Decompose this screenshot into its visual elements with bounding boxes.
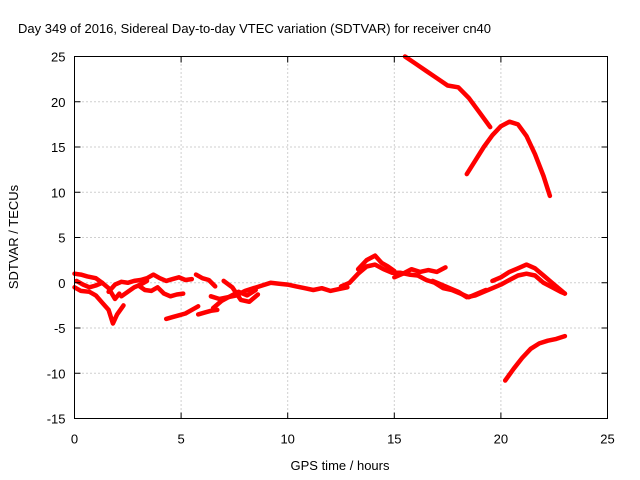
x-tick-label: 0: [71, 432, 78, 447]
series-arc-16: [430, 271, 568, 300]
x-tick-label: 20: [494, 432, 508, 447]
series-arc-5: [119, 278, 150, 299]
series-arc-20: [502, 333, 568, 383]
series-arc-1: [72, 271, 122, 302]
series-arc-17: [490, 262, 568, 296]
series-arc-18: [402, 54, 493, 130]
y-tick-label: -5: [54, 321, 66, 336]
series-arc-6: [136, 283, 186, 299]
x-tick-label: 15: [387, 432, 401, 447]
y-tick-label: -10: [47, 366, 66, 381]
series-arc-3: [74, 278, 105, 290]
series-arc-9: [195, 307, 220, 317]
y-tick-label: 20: [51, 95, 65, 110]
series-arc-7: [163, 304, 201, 322]
axis-ticks: 0 5 10 15 20 25 -15 -10 -5 0 5 10 15 20 25: [47, 50, 615, 447]
series-arc-12: [221, 278, 261, 305]
y-tick-label: 25: [51, 50, 65, 65]
y-tick-label: 5: [58, 231, 65, 246]
x-tick-label: 10: [280, 432, 294, 447]
y-tick-label: 15: [51, 140, 65, 155]
series-layer: [72, 54, 568, 383]
series-arc-2: [72, 285, 126, 326]
y-tick-label: 10: [51, 185, 65, 200]
y-tick-label: 0: [58, 276, 65, 291]
x-tick-label: 25: [600, 432, 614, 447]
series-arc-8: [193, 272, 218, 289]
chart-title: Day 349 of 2016, Sidereal Day-to-day VTE…: [18, 21, 491, 36]
series-arc-4: [106, 272, 195, 295]
x-axis-label: GPS time / hours: [291, 458, 390, 473]
y-axis-label: SDTVAR / TECUs: [6, 184, 21, 289]
series-arc-14: [355, 253, 397, 274]
plot-frame: [74, 56, 608, 419]
grid: [74, 56, 608, 419]
y-tick-label: -15: [47, 412, 66, 427]
series-arc-15: [392, 265, 448, 280]
x-tick-label: 5: [177, 432, 184, 447]
series-arc-19: [464, 119, 553, 199]
